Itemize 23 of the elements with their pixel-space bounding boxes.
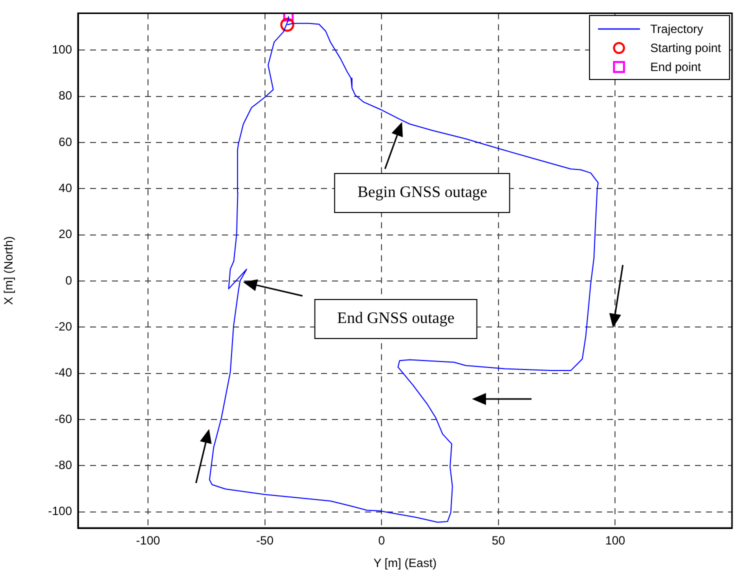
y-axis-title: X [m] (North) [2,236,16,305]
annotation: End GNSS outage [314,298,478,339]
y-tick-label: -20 [54,319,72,334]
y-tick-label: -40 [54,366,72,380]
x-tick-label: 0 [378,534,386,548]
y-tick-label: -80 [54,458,72,472]
y-tick-label: 100 [52,42,72,56]
legend-label: Trajectory [650,22,704,36]
x-tick-label: 100 [605,534,626,548]
x-tick-label: -50 [256,534,274,548]
y-tick-label: 20 [58,227,72,242]
y-tick-label: 0 [65,273,72,288]
x-tick-label: -100 [136,534,160,548]
legend-label: End point [650,60,701,74]
x-tick-label: 50 [492,534,506,548]
y-tick-label: -60 [54,412,72,426]
x-axis-title: Y [m] (East) [373,556,437,570]
y-tick-label: 40 [58,180,72,195]
y-tick-label: 80 [58,88,72,103]
y-tick-label: 60 [58,134,72,149]
annotation: Begin GNSS outage [334,172,510,213]
y-tick-label: -100 [48,504,72,518]
legend-label: Starting point [650,40,721,55]
